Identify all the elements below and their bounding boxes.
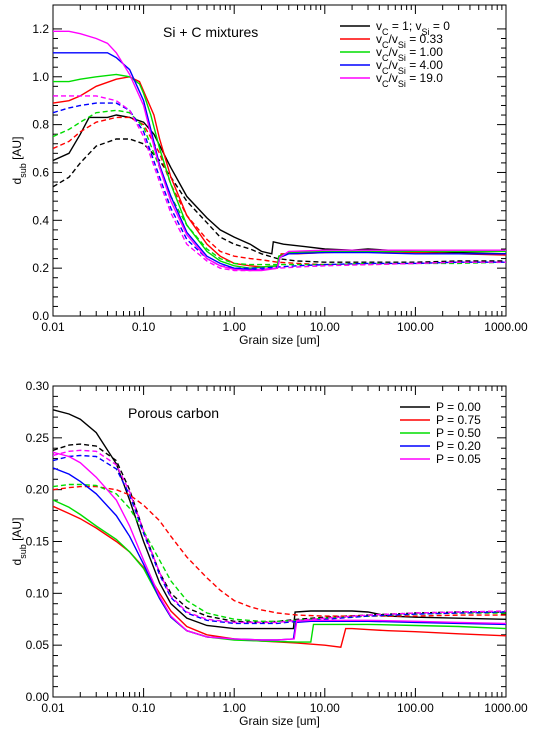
legend-label: vC/vSi = 0.33 (376, 32, 443, 50)
x-tick-label: 0.01 (41, 320, 65, 334)
series-line-4-solid (53, 52, 506, 271)
x-tick-label: 1000.00 (484, 320, 528, 334)
x-tick-label: 1.00 (223, 701, 247, 715)
series-group (53, 409, 506, 648)
legend-label: P = 0.75 (436, 413, 481, 427)
legend-label: P = 0.50 (436, 426, 481, 440)
y-axis-title: dsub [AU] (10, 137, 28, 185)
x-tick-label: 0.01 (41, 701, 65, 715)
chart-panel-1: 0.01 0.10 1.00 10.00 100.00 1000.00 0.0 0.2 0.4 0… (10, 4, 528, 347)
series-line-2-solid (53, 76, 506, 268)
x-tick-label: 1.00 (223, 320, 247, 334)
legend-label: vC/vSi = 19.0 (376, 71, 443, 89)
series-line-3-dashed (53, 109, 506, 266)
y-tick-label: 0.15 (26, 535, 50, 549)
series-line-5-dashed (53, 449, 506, 624)
y-tick-label: 0.20 (26, 483, 50, 497)
x-tick-label: 10.00 (310, 701, 340, 715)
series-line-3-solid (53, 73, 506, 269)
series-line-5-solid (53, 451, 506, 641)
series-line-1-dashed (53, 443, 506, 624)
series-line-2-dashed (53, 116, 506, 266)
legend-label: P = 0.05 (436, 452, 481, 466)
legend-label: P = 0.00 (436, 400, 481, 414)
series-line-1-solid (53, 114, 506, 255)
y-tick-label: 0.05 (26, 638, 50, 652)
x-tick-label: 0.10 (132, 701, 156, 715)
series-line-1-solid (53, 409, 506, 630)
x-tick-label: 100.00 (397, 320, 434, 334)
x-tick-label: 1000.00 (484, 701, 528, 715)
x-axis-title: Grain size [um] (239, 714, 320, 728)
legend-label: vC = 1; vSi = 0 (376, 19, 450, 37)
x-tick-label: 100.00 (397, 701, 434, 715)
series-group (53, 30, 506, 272)
series-line-3-dashed (53, 483, 506, 622)
panel-title: Porous carbon (128, 405, 219, 421)
y-tick-label: 0.6 (32, 165, 49, 179)
x-axis-title: Grain size [um] (239, 333, 320, 347)
chart-panel-2: 0.01 0.10 1.00 10.00 100.00 1000.00 0.00 0.05 0.… (10, 379, 528, 728)
legend-label: vC/vSi = 1.00 (376, 45, 443, 63)
y-tick-label: 0.00 (26, 690, 50, 704)
series-line-2-dashed (53, 485, 506, 617)
y-tick-label: 0.25 (26, 431, 50, 445)
y-tick-label: 0.10 (26, 586, 50, 600)
series-line-4-dashed (53, 454, 506, 625)
x-tick-label: 10.00 (310, 320, 340, 334)
y-tick-label: 1.2 (32, 22, 49, 36)
y-tick-label: 0.8 (32, 118, 49, 132)
legend-label: P = 0.20 (436, 439, 481, 453)
y-axis-title: dsub [AU] (10, 518, 28, 566)
legend-label: vC/vSi = 4.00 (376, 58, 443, 76)
series-line-5-solid (53, 30, 506, 272)
x-tick-label: 0.10 (132, 320, 156, 334)
y-tick-label: 0.2 (32, 261, 49, 275)
y-tick-label: 0.0 (32, 309, 49, 323)
series-line-1-dashed (53, 138, 506, 263)
panel-title: Si + C mixtures (163, 24, 258, 40)
y-tick-label: 0.4 (32, 213, 49, 227)
y-tick-label: 1.0 (32, 70, 49, 84)
y-tick-label: 0.30 (26, 379, 50, 393)
series-line-5-dashed (53, 95, 506, 272)
